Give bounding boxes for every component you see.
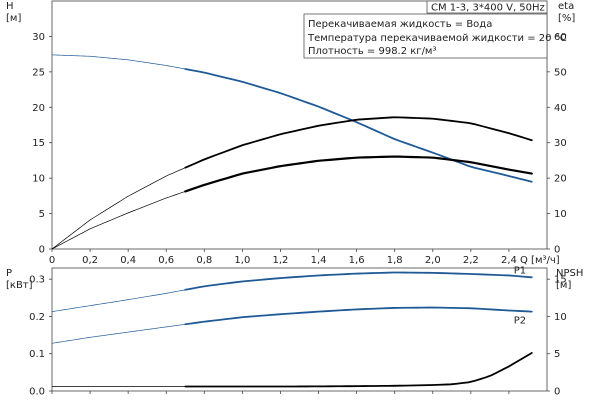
- upper-left-axis-name: H: [6, 1, 14, 12]
- lower-plot-frame: [51, 267, 548, 392]
- y-left-tick-label: 5: [39, 209, 45, 220]
- upper-series-2-operating: [184, 155, 533, 193]
- y-left-tick-label: 30: [32, 32, 45, 43]
- upper-series-2-extended: [51, 191, 186, 250]
- x-tick-label: 0: [49, 255, 55, 266]
- y-right-tick-label: 10: [554, 209, 567, 220]
- density-info-line: Плотность = 998.2 кг/м³: [308, 46, 437, 57]
- lower-left-axis-name: P: [6, 268, 12, 279]
- temperature-info-line: Температура перекачиваемой жидкости = 20…: [307, 33, 567, 44]
- x-tick-label: 1,2: [273, 255, 289, 266]
- upper-right-axis-unit: [%]: [558, 13, 575, 24]
- x-tick-label: 1,4: [311, 255, 327, 266]
- lower-series-2-operating: [184, 352, 533, 388]
- x-tick-label: 0,8: [196, 255, 212, 266]
- lower-series-0-extended: [51, 289, 186, 312]
- pump-label: CM 1-3, 3*400 V, 50Hz: [431, 3, 545, 14]
- y-right-tick-label: 5: [554, 349, 560, 360]
- series-label-p1: P1: [514, 265, 526, 276]
- y-left-tick-label: 0.3: [29, 275, 45, 286]
- y-left-tick-label: 10: [32, 174, 45, 185]
- y-right-tick-label: 15: [554, 275, 567, 286]
- curve-series: [51, 54, 533, 388]
- fluid-info-line: Перекачиваемая жидкость = Вода: [308, 19, 492, 30]
- x-tick-label: 2,2: [463, 255, 479, 266]
- x-tick-label: 2,0: [425, 255, 441, 266]
- fluid-info-box: [303, 13, 548, 59]
- lower-series-0-operating: [184, 271, 533, 291]
- x-tick-label: 2,4: [501, 255, 517, 266]
- y-left-tick-label: 0.2: [29, 312, 45, 323]
- upper-right-axis-name: eta: [558, 1, 574, 12]
- y-left-tick-label: 15: [32, 138, 45, 149]
- upper-series-0-extended: [51, 54, 186, 70]
- lower-left-axis-unit: [кВт]: [6, 280, 33, 291]
- y-right-tick-label: 30: [554, 138, 567, 149]
- x-tick-label: 1,0: [234, 255, 250, 266]
- y-right-tick-label: 0: [554, 245, 560, 256]
- y-right-tick-label: 0: [554, 387, 560, 398]
- x-tick-label: 1,8: [387, 255, 403, 266]
- upper-left-axis-unit: [м]: [6, 13, 21, 24]
- x-axis-label: Q [м³/ч]: [520, 255, 560, 266]
- y-right-tick-label: 50: [554, 67, 567, 78]
- upper-series-0-operating: [184, 68, 533, 183]
- pump-label-box: [426, 0, 548, 14]
- x-tick-label: 0,4: [120, 255, 136, 266]
- x-tick-label: 0,2: [82, 255, 98, 266]
- upper-plot-frame: [51, 0, 548, 250]
- x-tick-label: 1,6: [349, 255, 365, 266]
- y-left-tick-label: 0: [39, 245, 45, 256]
- y-right-tick-label: 60: [554, 32, 567, 43]
- lower-series-1-extended: [51, 323, 186, 344]
- lower-right-axis-unit: [м]: [556, 280, 571, 291]
- y-left-tick-label: 0.0: [29, 387, 45, 398]
- upper-series-1-extended: [51, 167, 186, 250]
- y-left-tick-label: 0.1: [29, 349, 45, 360]
- lower-series-1-operating: [184, 306, 533, 326]
- axis-ticks: 0 0,2 0,4 0,6 0,8 1,0 1,2 1,4 1,6 1,8 2,0 2,2 2,4 0 5 1…: [29, 32, 567, 398]
- y-left-tick-label: 25: [32, 67, 45, 78]
- y-left-tick-label: 20: [32, 103, 45, 114]
- series-labels: P1 P2: [514, 265, 526, 326]
- lower-right-axis-name: NPSH: [556, 268, 583, 279]
- y-right-tick-label: 40: [554, 103, 567, 114]
- upper-series-1-operating: [184, 116, 533, 169]
- y-right-tick-label: 20: [554, 174, 567, 185]
- series-label-p2: P2: [514, 316, 526, 327]
- y-right-tick-label: 10: [554, 312, 567, 323]
- x-tick-label: 0,6: [158, 255, 174, 266]
